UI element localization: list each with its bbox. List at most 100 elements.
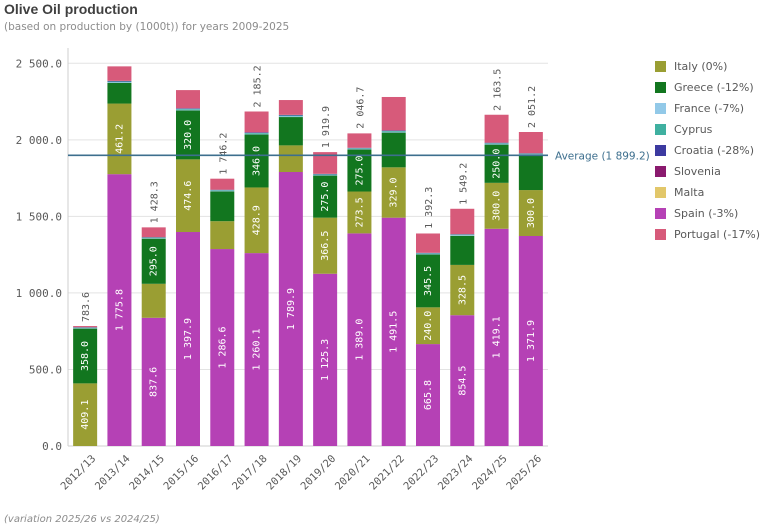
bar-cyprus-2015/16	[176, 108, 200, 110]
legend-label: Slovenia	[674, 165, 721, 178]
bar-greece-2022/23	[416, 254, 440, 308]
bar-cyprus-2019/20	[313, 174, 338, 175]
y-tick-label: 1 000.0	[16, 287, 62, 300]
data-label-italy: 300.0	[526, 198, 537, 228]
legend-item-greece[interactable]: Greece (-12%)	[655, 77, 760, 98]
legend-item-portugal[interactable]: Portugal (-17%)	[655, 224, 760, 245]
legend-swatch	[655, 187, 666, 198]
data-label-spain: 1 260.1	[252, 328, 263, 370]
x-tick-label: 2013/14	[93, 453, 133, 493]
y-tick-label: 0.0	[42, 440, 62, 453]
legend-item-france[interactable]: France (-7%)	[655, 98, 760, 119]
data-label-spain: 1 775.8	[114, 289, 125, 331]
bar-spain-2019/20	[313, 273, 338, 446]
bar-spain-2020/21	[347, 233, 372, 446]
average-label: Average (1 899.2)	[555, 150, 650, 162]
legend-item-croatia[interactable]: Croatia (-28%)	[655, 140, 760, 161]
legend-item-cyprus[interactable]: Cyprus	[655, 119, 760, 140]
y-tick-label: 1 500.0	[16, 210, 62, 223]
bar-cyprus-2024/25	[484, 143, 509, 144]
data-label-spain: 1 125.3	[320, 339, 331, 381]
data-label-greece: 358.0	[80, 341, 91, 371]
bar-cyprus-2021/22	[381, 131, 406, 132]
bar-italy-2025/26	[518, 190, 543, 236]
x-tick-label: 2017/18	[230, 453, 270, 493]
y-tick-label: 500.0	[29, 363, 62, 376]
legend-swatch	[655, 145, 666, 156]
bar-france-2023/24	[450, 235, 475, 236]
bar-greece-2025/26	[518, 154, 543, 191]
chart-title: Olive Oil production	[4, 1, 138, 17]
bar-italy-2014/15	[141, 283, 166, 318]
bar-portugal-2019/20	[313, 152, 338, 174]
bar-portugal-2016/17	[210, 178, 235, 190]
data-label-greece: 345.5	[423, 266, 434, 296]
bar-spain-2014/15	[141, 317, 166, 446]
bar-portugal-2022/23	[416, 233, 440, 253]
legend-item-slovenia[interactable]: Slovenia	[655, 161, 760, 182]
y-tick-label: 2 500.0	[16, 57, 62, 70]
legend-item-spain[interactable]: Spain (-3%)	[655, 203, 760, 224]
bar-france-2022/23	[416, 253, 440, 255]
bar-greece-2012/13	[73, 328, 98, 384]
legend-item-italy[interactable]: Italy (0%)	[655, 56, 760, 77]
bar-greece-2013/14	[107, 82, 132, 104]
bar-greece-2016/17	[210, 191, 235, 222]
bar-cyprus-2020/21	[347, 148, 372, 149]
bar-cyprus-2018/19	[278, 115, 303, 117]
x-tick-label: 2016/17	[196, 453, 236, 493]
data-label-italy: 240.0	[423, 311, 434, 341]
legend-label: Cyprus	[674, 123, 713, 136]
bar-greece-2015/16	[176, 110, 200, 160]
bar-cyprus-2016/17	[210, 190, 235, 191]
total-label: 783.6	[81, 292, 92, 322]
data-label-italy: 461.2	[114, 124, 125, 154]
bar-cyprus-2022/23	[416, 253, 440, 254]
chart-subtitle: (based on production by (1000t)) for yea…	[4, 21, 290, 33]
legend-item-malta[interactable]: Malta	[655, 182, 760, 203]
bar-portugal-2020/21	[347, 133, 372, 148]
bar-spain-2017/18	[244, 253, 269, 446]
bar-italy-2018/19	[278, 145, 303, 173]
data-label-italy: 409.1	[80, 400, 91, 430]
x-tick-label: 2021/22	[367, 453, 407, 493]
legend-swatch	[655, 61, 666, 72]
total-label: 2 046.7	[355, 87, 366, 129]
data-label-spain: 1 371.9	[526, 320, 537, 362]
data-label-italy: 428.9	[252, 205, 263, 235]
data-label-greece: 320.0	[183, 120, 194, 150]
bar-greece-2017/18	[244, 134, 269, 188]
bar-spain-2018/19	[278, 172, 303, 446]
total-label: 1 746.2	[218, 133, 229, 175]
legend-label: Portugal (-17%)	[674, 228, 761, 241]
bar-portugal-2014/15	[141, 227, 166, 238]
bar-greece-2019/20	[313, 175, 338, 218]
bar-italy-2022/23	[416, 307, 440, 345]
bar-spain-2022/23	[416, 344, 440, 446]
bar-cyprus-2023/24	[450, 234, 475, 236]
bar-italy-2017/18	[244, 187, 269, 254]
bar-portugal-2023/24	[450, 208, 475, 235]
bar-italy-2019/20	[313, 217, 338, 274]
bar-italy-2024/25	[484, 182, 509, 229]
data-label-spain: 1 789.9	[286, 288, 297, 330]
bar-italy-2012/13	[73, 383, 98, 446]
bar-spain-2013/14	[107, 174, 132, 446]
total-label: 2 185.2	[253, 65, 264, 107]
x-tick-label: 2014/15	[127, 453, 167, 493]
bar-france-2024/25	[484, 143, 509, 145]
data-label-italy: 328.5	[457, 275, 468, 305]
total-label: 2 051.2	[527, 86, 538, 128]
total-label: 2 163.5	[493, 69, 504, 111]
bar-france-2019/20	[313, 174, 338, 176]
data-label-spain: 665.8	[423, 380, 434, 410]
bar-france-2021/22	[381, 131, 406, 133]
data-label-spain: 1 389.0	[354, 319, 365, 361]
data-label-spain: 1 419.1	[492, 316, 503, 358]
bar-spain-2016/17	[210, 249, 235, 446]
bar-spain-2015/16	[176, 232, 200, 446]
data-label-italy: 273.5	[354, 197, 365, 227]
legend-label: Malta	[674, 186, 705, 199]
bar-cyprus-2025/26	[518, 153, 543, 155]
